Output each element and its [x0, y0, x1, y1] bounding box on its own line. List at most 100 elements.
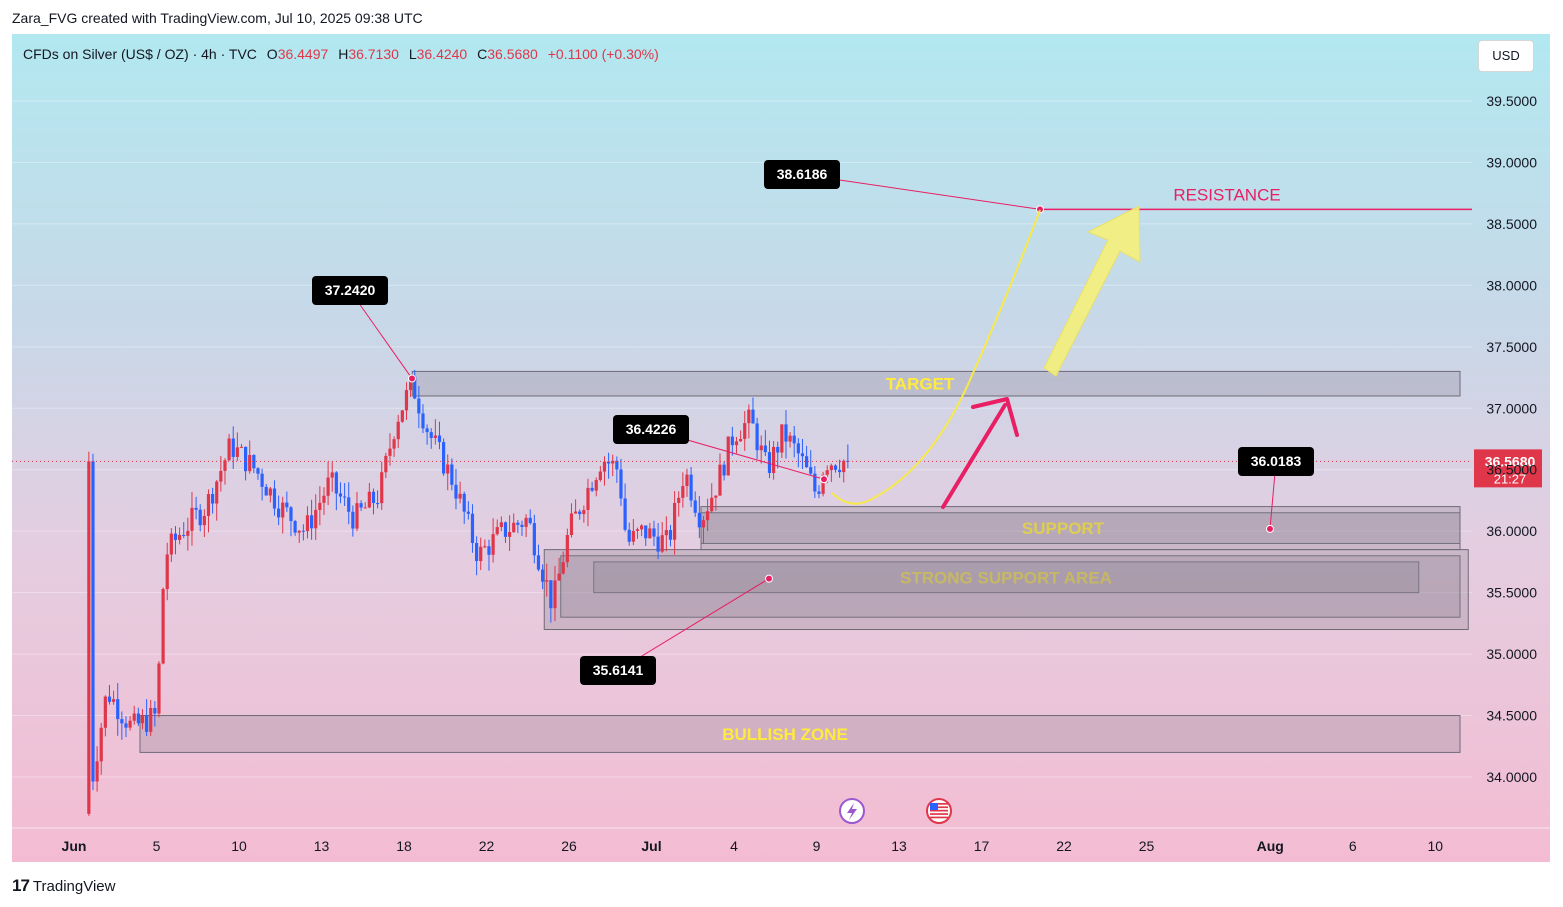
candle-body	[161, 589, 165, 664]
candle-body	[503, 522, 508, 537]
candle-body	[553, 580, 557, 609]
candle-body	[586, 487, 590, 510]
candle-body	[805, 456, 809, 468]
candle-body	[466, 511, 470, 514]
zone-label: SUPPORT	[1022, 519, 1105, 538]
candle-body	[739, 438, 743, 442]
candle-body	[631, 530, 635, 542]
candle-body	[462, 493, 466, 512]
open-label: O	[266, 46, 278, 62]
candle-body	[437, 435, 442, 443]
candle-body	[549, 580, 553, 609]
lightning-icon-bolt	[847, 803, 857, 820]
footer-brand[interactable]: 17 TradingView	[12, 876, 115, 896]
candle-body	[384, 455, 388, 473]
candle-body	[516, 522, 520, 525]
candle-body	[293, 521, 297, 533]
x-tick-label: 13	[891, 838, 907, 854]
x-tick-label: 17	[974, 838, 990, 854]
currency-button[interactable]: USD	[1478, 40, 1534, 72]
candle-body	[388, 448, 392, 456]
candle-body	[602, 461, 607, 472]
candle-body	[198, 509, 202, 526]
y-tick-label: 37.0000	[1486, 400, 1537, 416]
candle-body	[582, 509, 586, 515]
candle-body	[322, 495, 326, 503]
candle-body	[524, 517, 528, 527]
flag-stripe	[930, 803, 948, 805]
candle-body	[211, 494, 215, 504]
candle-body	[244, 446, 248, 472]
candle-body	[574, 511, 578, 514]
candle-body	[648, 528, 652, 539]
candle-body	[619, 469, 623, 499]
change-value: +0.1100 (+0.30%)	[547, 46, 659, 62]
pink-trend-arrow	[941, 403, 1007, 509]
candle-body	[813, 473, 817, 492]
candle-body	[623, 498, 627, 530]
candle-body	[194, 507, 198, 510]
candle-body	[578, 511, 582, 515]
zone-box	[543, 549, 1469, 631]
candle-body	[116, 699, 120, 720]
candle-body	[145, 715, 149, 732]
candle-body	[701, 520, 706, 528]
candle-body	[450, 464, 454, 485]
callout-box	[1238, 447, 1314, 476]
candle-body	[681, 486, 685, 498]
candle-body	[800, 453, 805, 457]
candle-body	[355, 503, 359, 529]
y-tick-label: 38.0000	[1486, 277, 1537, 293]
candle-body	[112, 699, 116, 702]
candle-body	[594, 479, 598, 491]
candle-body	[846, 460, 850, 462]
candle-body	[677, 497, 681, 503]
candle-body	[347, 497, 351, 512]
candle-body	[499, 522, 503, 528]
zone-box	[560, 555, 1461, 618]
tradingview-logo-icon: 17	[12, 876, 30, 895]
candle-body	[186, 530, 190, 536]
candle-body	[817, 491, 821, 494]
x-tick-label: 5	[153, 838, 161, 854]
zone-label: TARGET	[886, 375, 955, 394]
candle-body	[685, 474, 689, 487]
y-tick-label: 34.0000	[1486, 769, 1537, 785]
callout-leader	[349, 290, 413, 379]
callout-box	[312, 276, 388, 305]
y-tick-label: 35.5000	[1486, 585, 1537, 601]
candle-body	[755, 423, 759, 451]
x-tick-label: 9	[813, 838, 821, 854]
candle-body	[668, 530, 673, 540]
candle-body	[697, 512, 701, 528]
candle-body	[644, 525, 648, 539]
candle-body	[409, 376, 413, 391]
flag-stripe	[930, 813, 948, 815]
last-price-countdown: 21:27	[1494, 471, 1527, 486]
candle-body	[512, 522, 516, 533]
callout-box	[613, 415, 689, 444]
candle-body	[182, 534, 186, 536]
candle-body	[404, 390, 409, 411]
callout-leader	[617, 578, 770, 671]
symbol-title: CFDs on Silver (US$ / OZ) · 4h · TVC	[23, 46, 257, 62]
candle-body	[272, 488, 277, 509]
open-value: 36.4497	[277, 46, 329, 62]
candle-body	[747, 409, 751, 424]
candles-layer	[87, 369, 850, 816]
candle-body	[413, 376, 417, 399]
candle-body	[343, 496, 347, 498]
candle-body	[776, 446, 780, 453]
y-tick-label: 34.5000	[1486, 708, 1537, 724]
candle-body	[248, 455, 252, 472]
candle-body	[178, 534, 182, 540]
pink-arrow-head	[971, 397, 1019, 437]
callout-label: 35.6141	[593, 662, 644, 678]
candle-body	[611, 460, 615, 464]
candle-body	[429, 432, 433, 438]
candle-body	[710, 497, 714, 512]
candle-body	[796, 443, 800, 454]
candle-body	[351, 511, 355, 529]
candle-body	[487, 546, 491, 555]
